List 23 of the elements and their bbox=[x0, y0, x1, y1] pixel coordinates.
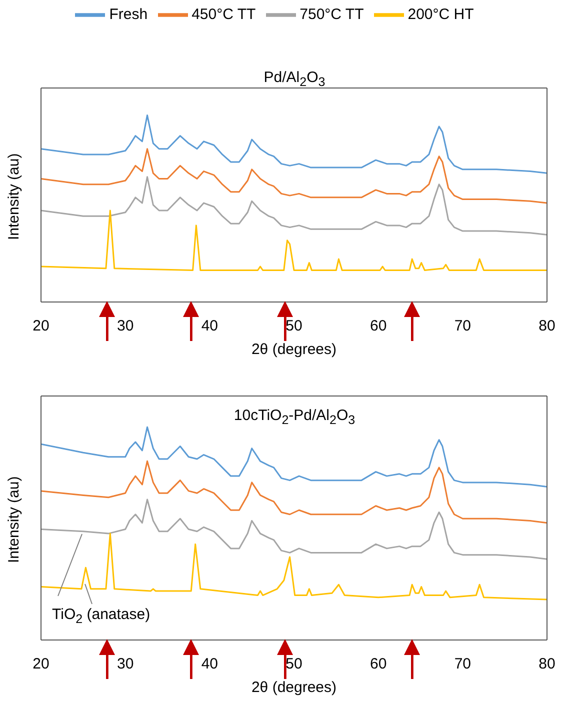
x-axis-title: 2θ (degrees) bbox=[251, 679, 337, 696]
x-tick-label: 20 bbox=[32, 656, 50, 673]
x-tick-label: 70 bbox=[454, 318, 472, 335]
x-tick-label: 30 bbox=[116, 656, 134, 673]
annotation: TiO$_{2}$ (anatase) bbox=[52, 606, 150, 626]
legend-label: Fresh bbox=[109, 6, 148, 23]
x-tick-label: 40 bbox=[201, 318, 218, 335]
chart-title: Pd/Al$_{2}$O$_{3}$ bbox=[262, 69, 326, 89]
legend-label: 750°C TT bbox=[300, 6, 364, 23]
legend-label: 200°C HT bbox=[408, 6, 474, 23]
x-tick-label: 60 bbox=[370, 318, 387, 335]
x-tick-label: 70 bbox=[454, 656, 472, 673]
x-tick-label: 80 bbox=[538, 318, 556, 335]
x-axis-title: 2θ (degrees) bbox=[251, 341, 337, 358]
x-tick-label: 40 bbox=[201, 656, 218, 673]
x-tick-label: 30 bbox=[116, 318, 134, 335]
legend-label: 450°C TT bbox=[192, 6, 256, 23]
y-axis-title: Intensity (au) bbox=[5, 153, 22, 240]
chart-title: 10cTiO$_{2}$-Pd/Al$_{2}$O$_{3}$ bbox=[232, 407, 356, 427]
y-axis-title: Intensity (au) bbox=[5, 476, 22, 563]
x-tick-label: 20 bbox=[32, 318, 50, 335]
x-tick-label: 80 bbox=[538, 656, 556, 673]
x-tick-label: 60 bbox=[370, 656, 387, 673]
